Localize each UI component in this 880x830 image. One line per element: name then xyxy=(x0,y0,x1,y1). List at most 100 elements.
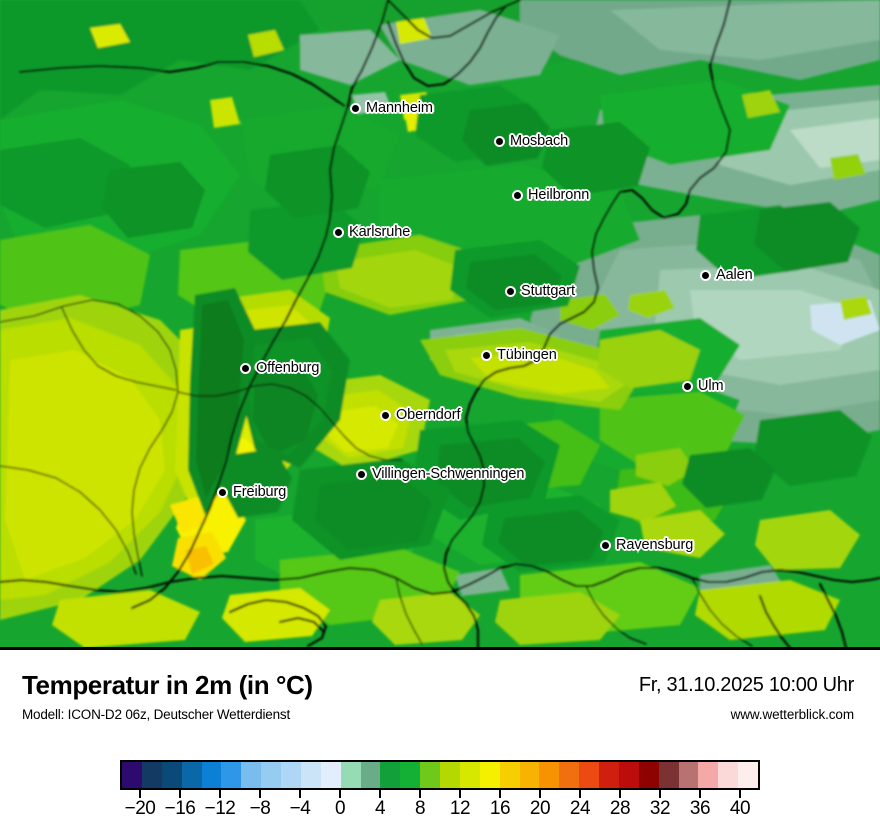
city-label: Offenburg xyxy=(254,359,320,378)
colorbar-tick xyxy=(259,790,261,798)
colorbar-cell xyxy=(122,762,142,788)
colorbar-cell xyxy=(380,762,401,788)
city-dot-icon xyxy=(481,349,492,361)
temperature-bands xyxy=(0,0,880,650)
colorbar-tick-label: 24 xyxy=(569,798,591,819)
colorbar-cell xyxy=(479,762,500,788)
colorbar-cell xyxy=(618,762,639,788)
colorbar-cell xyxy=(141,762,162,788)
city-marker[interactable]: Villingen-Schwenningen xyxy=(356,465,526,484)
political-borders xyxy=(0,0,880,650)
colorbar-cell xyxy=(678,762,699,788)
city-label: Heilbronn xyxy=(526,186,590,205)
colorbar-tick-label: −12 xyxy=(204,798,236,819)
city-dot-icon xyxy=(505,285,516,297)
city-dot-icon xyxy=(682,380,693,392)
colorbar-cell xyxy=(698,762,719,788)
colorbar-cell xyxy=(738,762,758,788)
colorbar-tick xyxy=(619,790,621,798)
colorbar-cell xyxy=(559,762,580,788)
city-label: Villingen-Schwenningen xyxy=(370,465,525,484)
colorbar-cell xyxy=(340,762,361,788)
colorbar-cell xyxy=(400,762,421,788)
city-dot-icon xyxy=(350,102,361,114)
colorbar-tick-label: 8 xyxy=(414,798,426,819)
colorbar-cell xyxy=(539,762,560,788)
colorbar-cell xyxy=(161,762,182,788)
temperature-field-svg xyxy=(0,0,880,650)
city-marker[interactable]: Mannheim xyxy=(350,99,435,118)
colorbar-cell xyxy=(579,762,599,788)
city-label: Ravensburg xyxy=(614,536,694,555)
colorbar-cell xyxy=(638,762,659,788)
legend-footer: Temperatur in 2m (in °C) Modell: ICON-D2… xyxy=(0,650,880,830)
city-marker[interactable]: Oberndorf xyxy=(380,406,462,425)
colorbar-tick-label: 20 xyxy=(529,798,551,819)
city-label: Freiburg xyxy=(231,483,287,502)
colorbar-tick-label: 16 xyxy=(489,798,511,819)
colorbar-tick-label: 36 xyxy=(689,798,711,819)
website-credit: www.wetterblick.com xyxy=(730,707,854,722)
city-marker[interactable]: Aalen xyxy=(700,266,755,285)
colorbar-tick xyxy=(179,790,181,798)
colorbar-cell xyxy=(658,762,679,788)
colorbar-tick-label: −16 xyxy=(164,798,196,819)
city-label: Mannheim xyxy=(365,99,435,118)
city-dot-icon xyxy=(512,189,523,201)
city-marker[interactable]: Karlsruhe xyxy=(333,223,412,242)
colorbar-tick xyxy=(699,790,701,798)
city-marker[interactable]: Tübingen xyxy=(481,346,559,365)
colorbar-tick-label: 12 xyxy=(449,798,471,819)
colorbar-cell xyxy=(181,762,202,788)
city-dot-icon xyxy=(240,362,251,374)
colorbar-tick-labels: −20 −16 −12 −8 −4 0 4 8 12 16 20 24 28 32 36 40 xyxy=(120,798,760,822)
model-subtitle: Modell: ICON-D2 06z, Deutscher Wetterdie… xyxy=(22,707,291,722)
colorbar-tick xyxy=(659,790,661,798)
colorbar-tick-label: 0 xyxy=(334,798,346,819)
colorbar-tick xyxy=(139,790,141,798)
colorbar-tick-label: −20 xyxy=(124,798,156,819)
colorbar-tick-label: 32 xyxy=(649,798,671,819)
colorbar-cell xyxy=(241,762,262,788)
colorbar-tick xyxy=(459,790,461,798)
city-marker[interactable]: Ravensburg xyxy=(600,536,695,555)
colorbar-tick xyxy=(379,790,381,798)
city-dot-icon xyxy=(333,226,344,238)
colorbar-tick xyxy=(219,790,221,798)
city-marker[interactable]: Ulm xyxy=(682,377,725,396)
city-label: Tübingen xyxy=(496,346,559,365)
city-label: Stuttgart xyxy=(520,282,577,301)
colorbar-tick xyxy=(539,790,541,798)
city-label: Oberndorf xyxy=(394,406,462,425)
colorbar-cell xyxy=(300,762,321,788)
colorbar-swatches xyxy=(120,760,760,790)
city-dot-icon xyxy=(600,539,611,551)
city-marker[interactable]: Stuttgart xyxy=(505,282,577,301)
colorbar-tick xyxy=(339,790,341,798)
colorbar-cell xyxy=(420,762,440,788)
city-dot-icon xyxy=(380,409,391,421)
colorbar-cell xyxy=(499,762,520,788)
colorbar-cell xyxy=(459,762,480,788)
colorbar-tick-label: 40 xyxy=(729,798,751,819)
colorbar-tick xyxy=(419,790,421,798)
colorbar-tick xyxy=(579,790,581,798)
temperature-map[interactable]: Mannheim Mosbach Heilbronn Karlsruhe Aalen St… xyxy=(0,0,880,650)
city-marker[interactable]: Offenburg xyxy=(240,359,321,378)
city-marker[interactable]: Heilbronn xyxy=(512,186,591,205)
city-label: Ulm xyxy=(696,377,725,396)
city-label: Mosbach xyxy=(508,132,569,151)
colorbar-cell xyxy=(440,762,460,788)
colorbar-tick xyxy=(739,790,741,798)
city-dot-icon xyxy=(494,135,505,147)
colorbar-cell xyxy=(261,762,281,788)
city-dot-icon xyxy=(356,468,367,480)
colorbar-cell xyxy=(360,762,381,788)
colorbar: −20 −16 −12 −8 −4 0 4 8 12 16 20 24 28 32 36 40 xyxy=(120,760,760,822)
city-label: Aalen xyxy=(715,266,755,285)
colorbar-tick-label: 4 xyxy=(374,798,386,819)
city-marker[interactable]: Mosbach xyxy=(494,132,570,151)
colorbar-tick-label: 28 xyxy=(609,798,631,819)
city-marker[interactable]: Freiburg xyxy=(217,483,288,502)
